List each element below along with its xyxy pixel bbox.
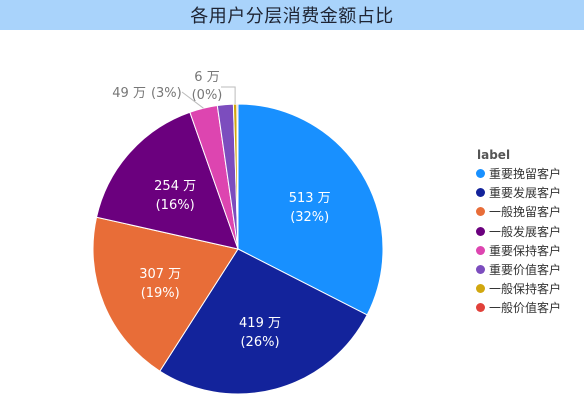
legend-label: 一般保持客户 (489, 282, 562, 297)
slice-percent-label: (16%) (156, 198, 195, 213)
slice-percent-label: (26%) (240, 335, 279, 350)
pie-slice[interactable] (236, 103, 239, 250)
slice-value-label: 49 万 (112, 86, 146, 101)
legend-marker (476, 245, 485, 255)
slice-percent-label: (0%) (192, 88, 223, 103)
legend: label 重要挽留客户 重要发展客户 一般挽留客户 一般发展客户 重要保持客户 重要价值… (476, 146, 584, 318)
pie-slice[interactable] (237, 103, 384, 316)
legend-item[interactable]: 一般挽留客户 (476, 202, 584, 221)
slice-value-label: 307 万 (139, 267, 181, 282)
legend-label: 重要挽留客户 (489, 167, 562, 182)
slice-percent-label: (3%) (151, 86, 182, 101)
legend-label: 一般价值客户 (489, 301, 562, 316)
leader-line (181, 91, 204, 109)
legend-label: 一般挽留客户 (489, 205, 562, 220)
legend-marker (476, 284, 485, 294)
legend-item[interactable]: 一般发展客户 (476, 222, 584, 241)
legend-label: 重要价值客户 (489, 263, 562, 278)
slice-value-label: 419 万 (239, 316, 281, 331)
legend-label: 重要保持客户 (489, 243, 562, 258)
legend-item[interactable]: 重要价值客户 (476, 260, 584, 279)
legend-item[interactable]: 一般保持客户 (476, 279, 584, 298)
slice-percent-label: (32%) (290, 210, 329, 225)
legend-marker (476, 207, 485, 217)
pie-slice[interactable] (159, 248, 368, 395)
slice-value-label: 513 万 (289, 191, 331, 206)
legend-title: label (477, 148, 511, 162)
legend-label: 一般发展客户 (489, 224, 562, 239)
legend-marker (476, 188, 485, 198)
legend-item[interactable]: 重要保持客户 (476, 241, 584, 260)
legend-item[interactable]: 重要发展客户 (476, 183, 584, 202)
title-bar: 各用户分层消费金额占比 (0, 0, 584, 30)
slice-value-label: 6 万 (194, 70, 219, 85)
legend-item[interactable]: 一般价值客户 (476, 298, 584, 317)
chart-title: 各用户分层消费金额占比 (190, 6, 394, 27)
outside-slice-label: 49 万 (3%) (112, 86, 181, 101)
legend-label: 重要发展客户 (489, 186, 562, 201)
leader-line (221, 86, 236, 105)
pie-slice[interactable] (95, 111, 239, 250)
legend-items: 重要挽留客户 重要发展客户 一般挽留客户 一般发展客户 重要保持客户 重要价值客户 一般保持… (476, 164, 584, 318)
slice-percent-label: (19%) (141, 286, 180, 301)
legend-marker (476, 303, 485, 313)
legend-marker (476, 226, 485, 236)
legend-item[interactable]: 重要挽留客户 (476, 164, 584, 183)
slice-value-label: 254 万 (154, 179, 196, 194)
pie-slice[interactable] (92, 216, 239, 372)
legend-marker (476, 265, 485, 275)
legend-marker (476, 169, 485, 179)
